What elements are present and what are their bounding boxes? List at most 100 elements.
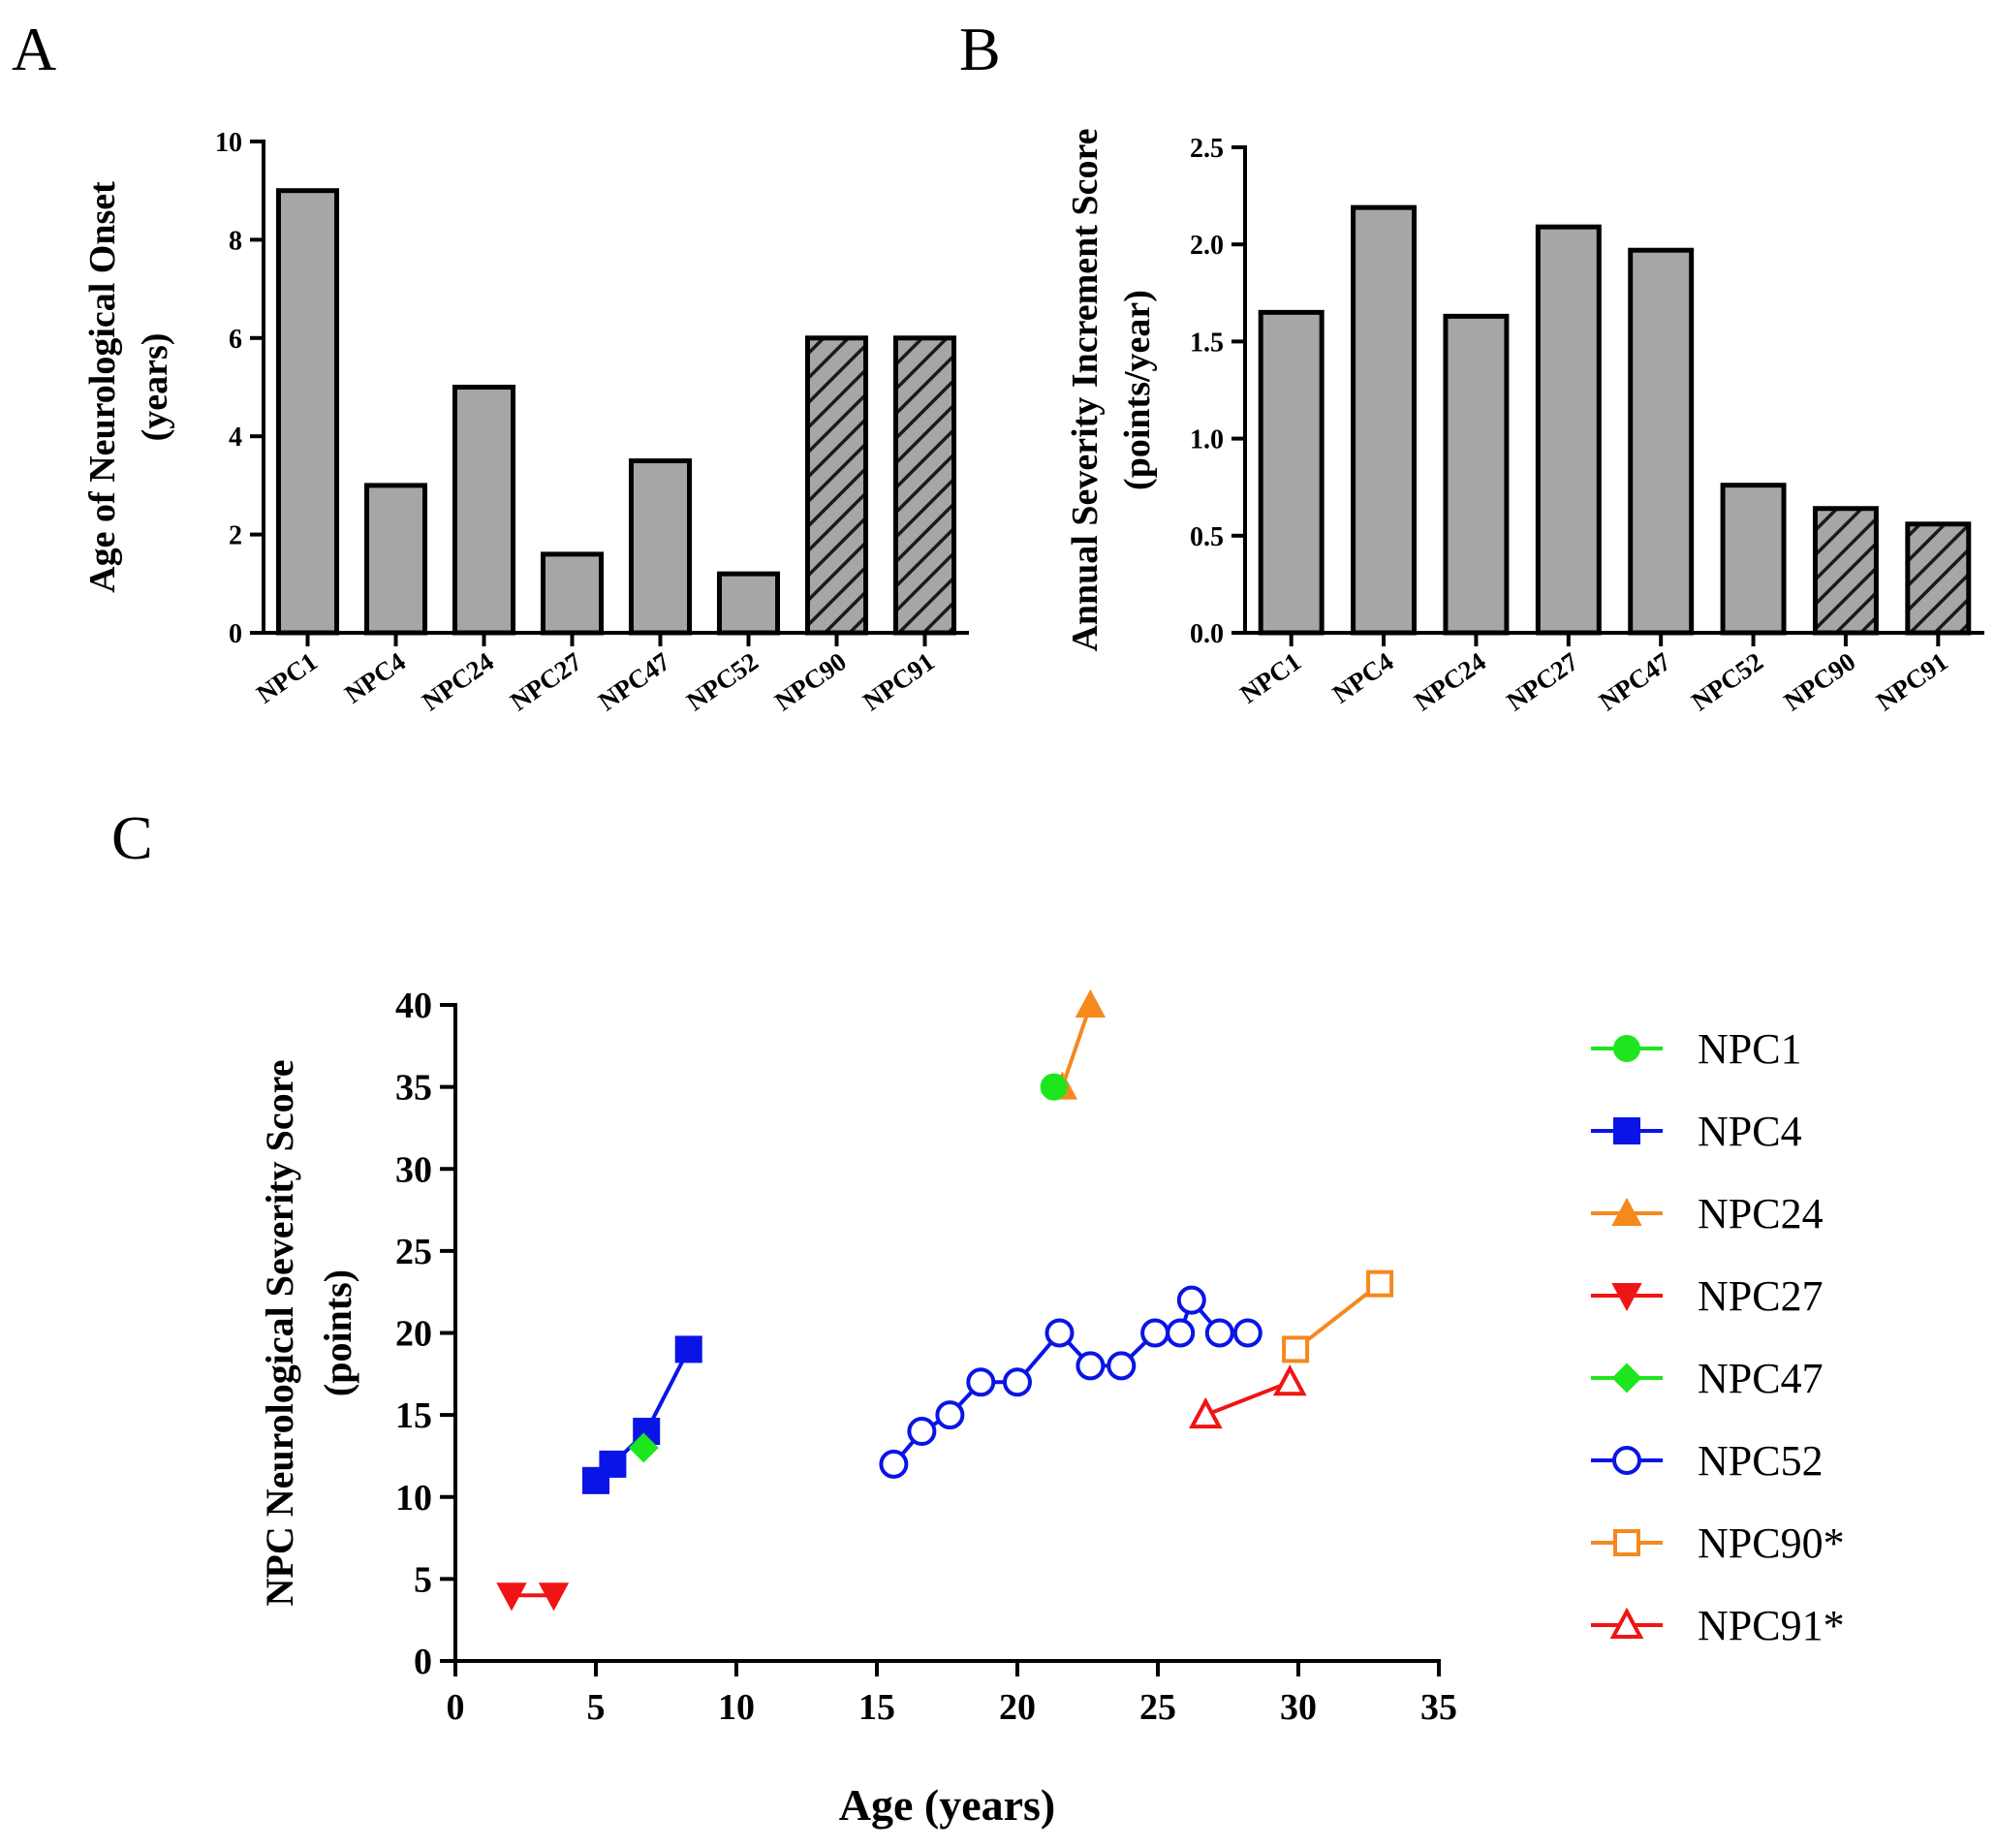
legend-marker <box>1611 1197 1642 1226</box>
x-tick-label-npc47: NPC47 <box>1594 646 1676 716</box>
legend-marker <box>1609 1607 1644 1639</box>
x-tick-label: 5 <box>587 1687 606 1728</box>
x-tick-label-npc1: NPC1 <box>251 646 323 708</box>
x-tick-label: 10 <box>718 1687 755 1728</box>
y-tick-label: 30 <box>395 1149 432 1190</box>
series-npc90 <box>1282 1269 1394 1363</box>
bar-npc1 <box>275 188 340 636</box>
y-tick-label: 8 <box>229 226 242 256</box>
x-tick-label-npc1: NPC1 <box>1234 646 1306 708</box>
x-axis-title: Age (years) <box>839 1780 1056 1830</box>
bar-npc91 <box>892 335 957 636</box>
y-tick-label: 2 <box>229 521 242 551</box>
legend-item-npc47: NPC47 <box>1591 1355 1824 1402</box>
bar-npc47 <box>628 458 693 636</box>
legend-item-npc1: NPC1 <box>1591 1025 1802 1073</box>
legend-label: NPC4 <box>1698 1108 1802 1155</box>
x-tick-label: 0 <box>447 1687 465 1728</box>
data-point-npc90 <box>1282 1335 1310 1363</box>
legend-item-npc27: NPC27 <box>1591 1272 1824 1320</box>
data-point-npc52 <box>1044 1318 1075 1348</box>
legend-marker <box>1611 1363 1642 1394</box>
legend-item-npc52: NPC52 <box>1591 1437 1824 1485</box>
bar-npc47 <box>1628 247 1695 636</box>
bar-npc4 <box>363 483 428 636</box>
y-axis-title: Age of Neurological Onset <box>82 181 123 593</box>
bar-npc4 <box>1351 204 1418 636</box>
bar-npc90 <box>804 335 869 636</box>
series-npc91 <box>1188 1364 1307 1429</box>
bar-npc27 <box>1535 224 1602 636</box>
legend-label: NPC52 <box>1698 1437 1824 1485</box>
data-point-npc52 <box>935 1400 965 1430</box>
y-tick-label: 20 <box>395 1314 432 1355</box>
bar-npc24 <box>1443 313 1510 636</box>
x-tick-label-npc27: NPC27 <box>505 646 587 716</box>
y-axis-title-units: (points/year) <box>1117 290 1158 490</box>
y-axis-title: NPC Neurological Severity Score <box>258 1060 301 1607</box>
series-line-npc91 <box>1204 1380 1292 1417</box>
panel-c-line-chart: 0 5 10 15 20 25 30 35 40 0 5 10 15 20 25 30 35 Age (years… <box>258 986 1845 1830</box>
data-point-npc4 <box>599 1450 627 1478</box>
data-point-npc52 <box>1166 1318 1196 1348</box>
x-tick-label-npc90: NPC90 <box>769 646 852 716</box>
data-point-npc90 <box>1366 1269 1394 1298</box>
data-point-npc1 <box>1040 1073 1068 1101</box>
y-tick-label: 4 <box>229 423 242 453</box>
bar-npc91 <box>1905 521 1972 636</box>
legend-item-npc4: NPC4 <box>1591 1108 1802 1155</box>
y-tick-label: 6 <box>229 325 242 355</box>
legend-marker <box>1613 1117 1640 1144</box>
x-tick-label-npc90: NPC90 <box>1779 646 1861 716</box>
legend-label: NPC27 <box>1698 1272 1824 1320</box>
data-point-npc27 <box>496 1582 527 1612</box>
x-tick-label: 25 <box>1139 1687 1176 1728</box>
x-tick-label: 15 <box>858 1687 895 1728</box>
x-tick-label: 35 <box>1420 1687 1457 1728</box>
data-point-npc52 <box>966 1367 996 1397</box>
y-tick-label: 0 <box>229 619 242 649</box>
x-tick-label-npc27: NPC27 <box>1501 646 1583 716</box>
y-tick-label: 35 <box>395 1068 432 1109</box>
legend-marker <box>1612 1446 1641 1475</box>
x-tick-label-npc52: NPC52 <box>1686 646 1768 716</box>
series-line-npc90 <box>1294 1282 1382 1352</box>
y-tick-label: 10 <box>215 128 242 158</box>
y-tick-label: 5 <box>414 1559 432 1600</box>
bar-npc90 <box>1812 506 1879 636</box>
x-tick-label: 30 <box>1280 1687 1317 1728</box>
legend-label: NPC47 <box>1698 1355 1824 1402</box>
legend-marker <box>1611 1283 1642 1312</box>
bar-npc24 <box>452 385 516 636</box>
legend-marker <box>1613 1035 1640 1062</box>
panel-c-label: C <box>111 803 153 872</box>
x-tick-label-npc91: NPC91 <box>857 646 940 716</box>
data-point-npc4 <box>674 1335 702 1363</box>
legend-item-npc24: NPC24 <box>1591 1190 1824 1237</box>
series-npc4 <box>582 1335 702 1494</box>
y-tick-label: 15 <box>395 1395 432 1436</box>
data-point-npc52 <box>1107 1351 1137 1381</box>
data-point-npc52 <box>1176 1285 1206 1315</box>
data-point-npc52 <box>1140 1318 1170 1348</box>
legend-label: NPC1 <box>1698 1025 1802 1073</box>
y-tick-label: 2.5 <box>1190 134 1224 164</box>
data-point-npc52 <box>1204 1318 1234 1348</box>
legend-item-npc90: NPC90* <box>1591 1519 1845 1567</box>
data-point-npc52 <box>1232 1318 1262 1348</box>
data-point-npc24 <box>1075 988 1107 1018</box>
panel-b-bar-chart: NPC1 NPC4 NPC24 NPC27 NPC47 NPC52 NPC90 NPC91 0.… <box>1065 128 1984 716</box>
panel-a-bar-chart: NPC1 NPC4 NPC24 NPC27 NPC47 NPC52 NPC90 NPC91 0 2… <box>82 128 969 716</box>
bar-npc52 <box>1720 483 1787 636</box>
y-tick-label: 0 <box>414 1642 432 1682</box>
y-axis-title-units: (points) <box>316 1269 359 1396</box>
y-tick-label: 25 <box>395 1232 432 1272</box>
y-tick-label: 10 <box>395 1478 432 1519</box>
y-tick-label: 1.0 <box>1190 425 1224 455</box>
data-point-npc47 <box>628 1432 659 1463</box>
series-line-npc24 <box>1060 1004 1093 1088</box>
data-point-npc52 <box>879 1449 909 1479</box>
legend: NPC1 NPC4 NPC24 NPC27 NPC47 NPC52 NPC90* NPC91* <box>1591 1025 1845 1649</box>
legend-item-npc91: NPC91* <box>1591 1602 1845 1649</box>
